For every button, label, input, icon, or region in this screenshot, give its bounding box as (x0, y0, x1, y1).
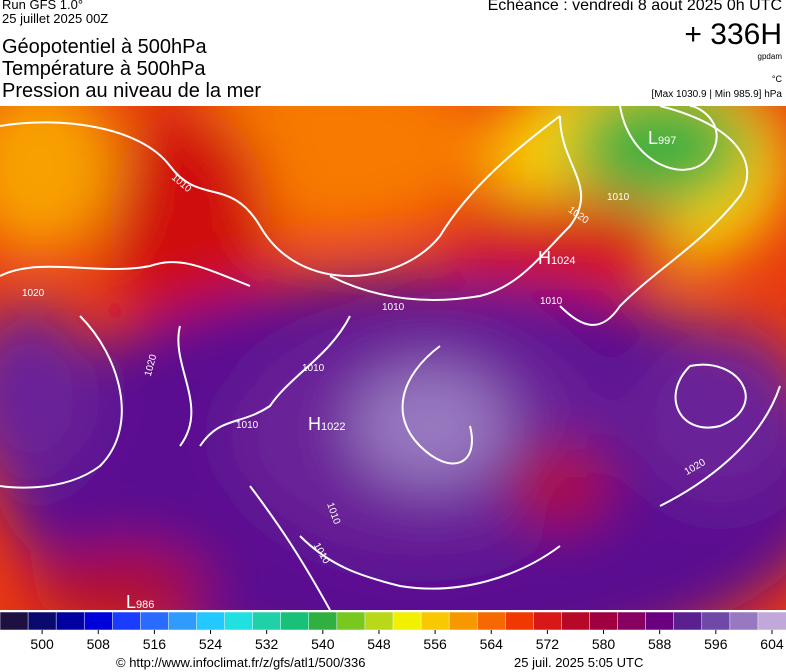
temp-unit: °C (771, 74, 782, 84)
low-center: L986 (126, 592, 154, 613)
color-swatch (448, 612, 478, 631)
color-swatch (476, 612, 507, 631)
high-center: H1022 (308, 414, 345, 435)
color-swatch (757, 612, 786, 631)
color-swatch (112, 612, 142, 631)
color-swatch (0, 612, 29, 631)
color-swatch (308, 612, 338, 631)
isobar-label: 1020 (22, 288, 45, 299)
isobar-label: 1010 (540, 296, 563, 307)
color-swatch (336, 612, 366, 631)
color-swatch (364, 612, 394, 631)
high-center: H1024 (538, 248, 575, 269)
tick-label: 564 (480, 636, 504, 652)
color-swatch (729, 612, 759, 631)
tick-label: 572 (536, 636, 560, 652)
color-swatch (645, 612, 675, 631)
color-swatch (168, 612, 198, 631)
temperature-field (0, 106, 786, 610)
isobar-label: 1010 (382, 302, 405, 313)
tick-label: 580 (592, 636, 616, 652)
tick-label: 508 (87, 636, 111, 652)
center-value: 1024 (551, 255, 576, 267)
tick-label: 588 (648, 636, 672, 652)
isobars (0, 106, 781, 610)
isobar-label: 1010 (607, 192, 630, 203)
map (0, 106, 786, 610)
center-value: 986 (136, 599, 155, 611)
run-date: 25 juillet 2025 00Z (2, 11, 109, 26)
tick-label: 532 (255, 636, 279, 652)
color-swatch (83, 612, 114, 631)
color-swatch (27, 612, 57, 631)
title: Pression au niveau de la mer (2, 80, 262, 102)
tick-label: 516 (143, 636, 167, 652)
color-swatch (140, 612, 170, 631)
source: © http://www.infoclimat.fr/z/gfs/atl1/50… (116, 655, 366, 670)
color-swatch (617, 612, 647, 631)
color-swatch (701, 612, 731, 631)
isobar-label: 1010 (302, 363, 325, 374)
color-swatch (533, 612, 563, 631)
color-swatch (224, 612, 254, 631)
color-swatch (196, 612, 226, 631)
color-swatch (392, 612, 422, 631)
pressure-range: [Max 1030.9 | Min 985.9] hPa (651, 89, 782, 100)
tick-label: 604 (760, 636, 784, 652)
color-swatch (673, 612, 703, 631)
run: Run GFS 1.0° (2, 0, 84, 12)
low-center: L997 (648, 128, 676, 149)
unit: gpdam (757, 52, 782, 61)
tick-label: 596 (704, 636, 728, 652)
center-value: 997 (658, 135, 677, 147)
echeance: Echéance : vendredi 8 aout 2025 0h UTC (487, 0, 782, 14)
center-letter: L (648, 128, 659, 148)
center-value: 1022 (321, 421, 346, 433)
color-swatch (561, 612, 591, 631)
color-swatch (505, 612, 535, 631)
color-swatch (589, 612, 619, 631)
center-letter: L (126, 592, 137, 612)
color-swatch (420, 612, 450, 631)
lead-time: + 336H (684, 18, 782, 51)
tick-label: 556 (423, 636, 447, 652)
color-swatch (280, 612, 310, 631)
title: Géopotentiel à 500hPa (2, 36, 207, 58)
isobar-label: 1010 (236, 420, 259, 431)
tick-label: 500 (30, 636, 54, 652)
title: Température à 500hPa (2, 58, 206, 80)
colorbar: 500 508 516 524 532 540 548 556 564 572 580 588 596 6… (0, 612, 786, 652)
center-letter: H (308, 414, 321, 434)
center-letter: H (538, 248, 551, 268)
tick-label: 524 (199, 636, 223, 652)
generated: 25 juil. 2025 5:05 UTC (514, 655, 644, 670)
color-swatch (55, 612, 85, 631)
tick-label: 540 (311, 636, 335, 652)
tick-label: 548 (367, 636, 391, 652)
color-swatch (252, 612, 282, 631)
